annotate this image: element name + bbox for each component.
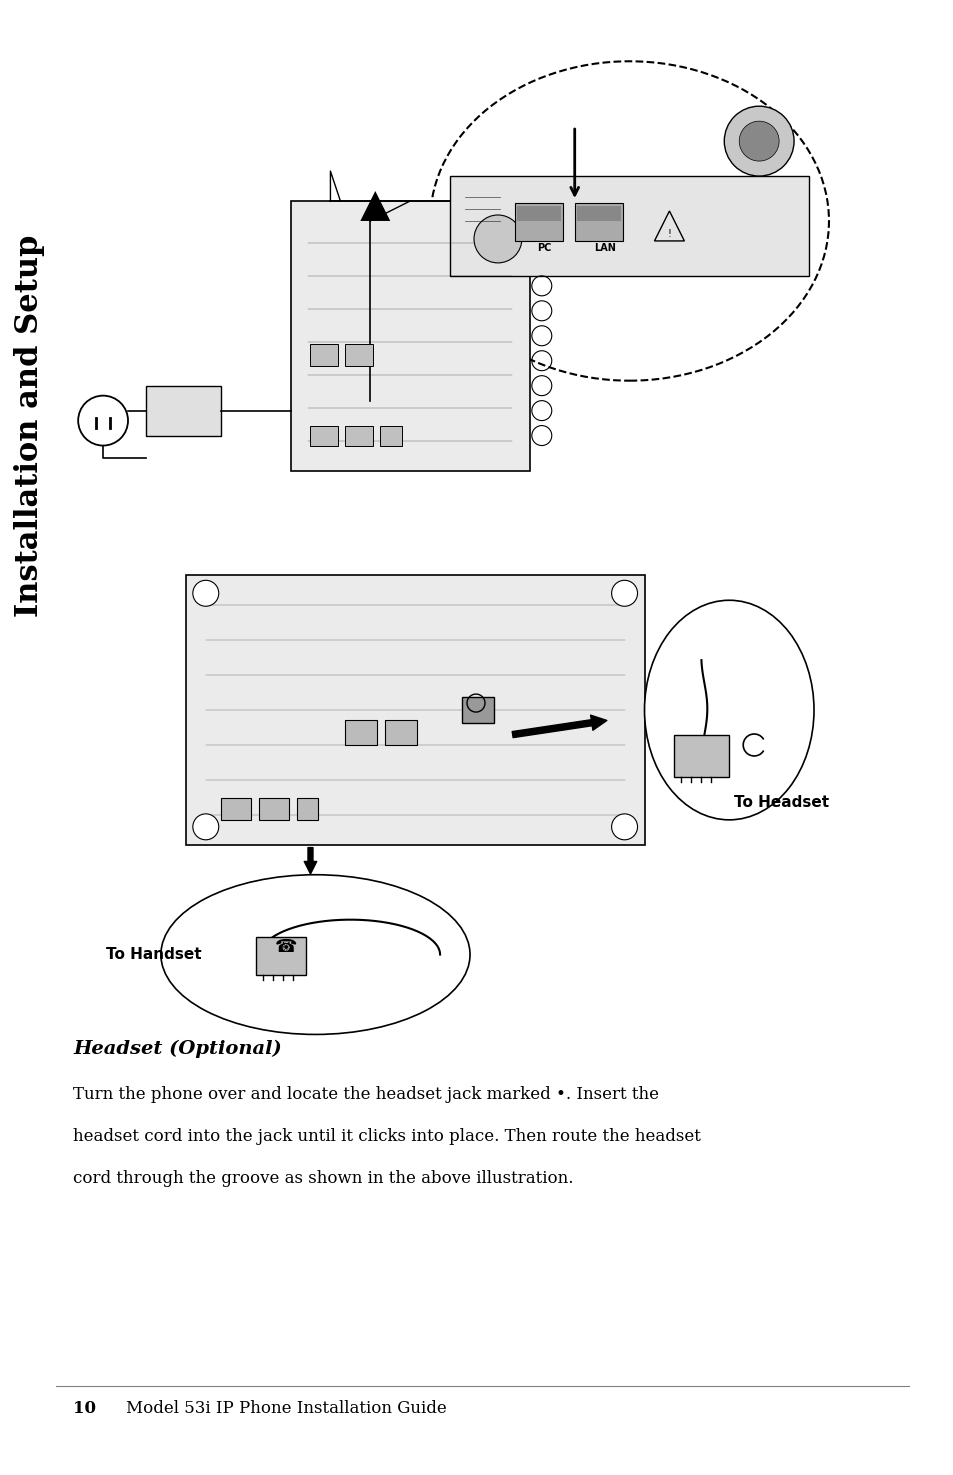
Circle shape	[193, 580, 218, 606]
Text: cord through the groove as shown in the above illustration.: cord through the groove as shown in the …	[73, 1170, 573, 1187]
Bar	[517, 207, 560, 221]
Text: LAN: LAN	[593, 243, 615, 252]
Circle shape	[193, 814, 218, 839]
Ellipse shape	[430, 62, 828, 381]
Bar	[577, 207, 620, 221]
Circle shape	[723, 106, 793, 176]
Bar	[310, 344, 338, 366]
Text: To Handset: To Handset	[106, 947, 201, 962]
Bar	[220, 798, 251, 820]
Ellipse shape	[644, 600, 813, 820]
Bar	[345, 720, 376, 745]
Text: 10: 10	[73, 1400, 96, 1417]
Bar	[258, 798, 288, 820]
Text: ☎: ☎	[274, 938, 296, 956]
Bar	[291, 201, 529, 471]
Bar	[461, 698, 494, 723]
Bar	[310, 426, 338, 445]
Bar	[385, 720, 416, 745]
Circle shape	[611, 580, 637, 606]
Bar	[345, 344, 373, 366]
Circle shape	[739, 121, 779, 161]
Circle shape	[474, 215, 521, 263]
Bar	[574, 204, 622, 240]
Text: Turn the phone over and locate the headset jack marked •. Insert the: Turn the phone over and locate the heads…	[73, 1087, 659, 1103]
Text: Installation and Setup: Installation and Setup	[13, 235, 45, 617]
Ellipse shape	[161, 875, 470, 1034]
Bar	[380, 426, 402, 445]
Bar	[515, 204, 562, 240]
Circle shape	[78, 395, 128, 445]
Text: To Headset: To Headset	[734, 795, 828, 810]
Bar	[146, 385, 220, 435]
Bar	[296, 798, 318, 820]
Bar	[345, 426, 373, 445]
Polygon shape	[360, 192, 390, 221]
Text: headset cord into the jack until it clicks into place. Then route the headset: headset cord into the jack until it clic…	[73, 1128, 700, 1145]
Text: PC: PC	[537, 243, 552, 252]
Bar	[674, 735, 728, 777]
Circle shape	[611, 814, 637, 839]
Bar	[464, 698, 493, 720]
Text: Headset (Optional): Headset (Optional)	[73, 1040, 282, 1058]
Bar	[450, 176, 808, 276]
Text: Model 53i IP Phone Installation Guide: Model 53i IP Phone Installation Guide	[126, 1400, 446, 1417]
Text: !: !	[667, 229, 671, 239]
Bar	[255, 937, 305, 975]
Bar	[186, 575, 644, 845]
